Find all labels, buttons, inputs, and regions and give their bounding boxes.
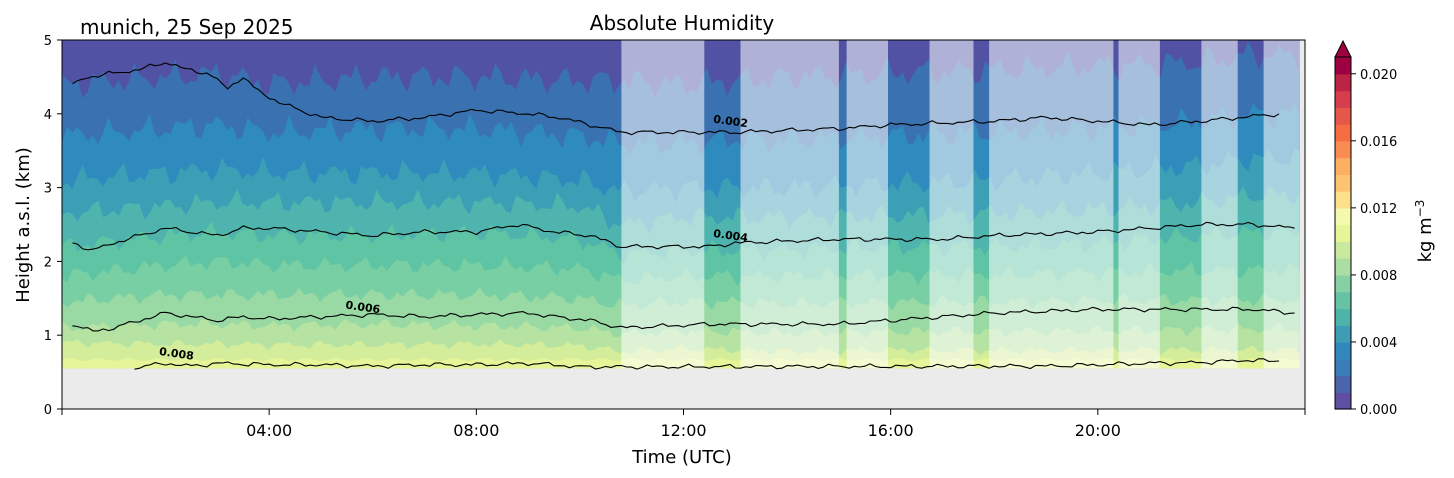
colorbar-segment-1 — [1335, 375, 1351, 393]
x-tick-label-12:00: 12:00 — [660, 421, 706, 440]
colorbar-segment-3 — [1335, 342, 1351, 360]
colorbar-segment-19 — [1335, 73, 1351, 92]
colorbar-segment-5 — [1335, 308, 1351, 326]
colorbar-tick-label-0.020: 0.020 — [1360, 68, 1397, 83]
colorbar-frame — [1334, 56, 1352, 410]
contour-label-0.004: 0.004 — [712, 227, 749, 245]
y-tick-label-5: 5 — [44, 34, 52, 49]
masked-period-4 — [989, 40, 1114, 369]
contour-label-0.008: 0.008 — [158, 345, 194, 363]
colorbar-segment-14 — [1335, 157, 1351, 175]
colorbar-segment-2 — [1335, 358, 1351, 377]
colorbar-segment-4 — [1335, 325, 1351, 343]
y-tick-label-3: 3 — [44, 182, 52, 197]
colorbar-segment-7 — [1335, 274, 1351, 293]
contour-lines: 0.002 0.004 0.006 0.008 — [72, 62, 1295, 370]
contour-line-0.008 — [134, 358, 1280, 370]
colorbar-tick-label-0.004: 0.004 — [1360, 336, 1397, 351]
colorbar-tick-label-0.008: 0.008 — [1360, 269, 1397, 284]
colorbar-segment-12 — [1335, 191, 1351, 209]
colorbar-segment-16 — [1335, 124, 1351, 142]
x-tick-label-08:00: 08:00 — [453, 421, 499, 440]
colorbar-segment-6 — [1335, 291, 1351, 310]
y-tick-label-1: 1 — [44, 329, 52, 344]
y-tick-label-4: 4 — [44, 108, 52, 123]
colorbar-tick-label-0.012: 0.012 — [1360, 202, 1397, 217]
y-axis-label: Height a.s.l. (km) — [13, 147, 34, 303]
y-axis: 0 1 2 3 4 5 — [44, 34, 62, 418]
colorbar-segment-9 — [1335, 241, 1351, 259]
masked-period-0 — [621, 40, 705, 369]
masked-period-7 — [1263, 40, 1300, 369]
masked-period-1 — [740, 40, 839, 369]
contour-line-0.004 — [72, 221, 1295, 251]
colorbar-segment-15 — [1335, 140, 1351, 159]
x-tick-label-04:00: 04:00 — [246, 421, 292, 440]
masked-period-2 — [846, 40, 888, 369]
colorbar-segment-20 — [1335, 57, 1351, 75]
masked-period-5 — [1118, 40, 1160, 369]
x-axis: 04:00 08:00 12:00 16:00 20:00 — [61, 409, 1306, 440]
location-date-label: munich, 25 Sep 2025 — [80, 15, 294, 39]
colorbar-label-base: kg m — [1415, 217, 1436, 262]
y-tick-label-2: 2 — [44, 255, 52, 270]
contour-label-0.002: 0.002 — [712, 113, 748, 131]
masked-period-3 — [929, 40, 974, 369]
colorbar-label: kg m−3 — [1413, 200, 1436, 263]
chart-title: Absolute Humidity — [590, 11, 775, 35]
x-tick-label-20:00: 20:00 — [1075, 421, 1121, 440]
x-tick-label-16:00: 16:00 — [868, 421, 914, 440]
masked-period-6 — [1201, 40, 1238, 369]
colorbar-segment-0 — [1335, 392, 1351, 410]
colorbar-segment-18 — [1335, 90, 1351, 108]
colorbar-segment-17 — [1335, 107, 1351, 125]
x-axis-label: Time (UTC) — [631, 447, 732, 468]
contour-label-0.006: 0.006 — [345, 299, 382, 317]
colorbar-segment-10 — [1335, 224, 1351, 242]
y-tick-label-0: 0 — [44, 403, 52, 418]
colorbar-tick-label-0.016: 0.016 — [1360, 135, 1397, 150]
colorbar-label-exponent: −3 — [1413, 200, 1427, 218]
colorbar-tick-label-0.000: 0.000 — [1360, 403, 1397, 418]
contour-line-0.006 — [72, 306, 1295, 332]
colorbar-segment-13 — [1335, 174, 1351, 192]
colorbar-segment-8 — [1335, 258, 1351, 276]
plot-area: 0.002 0.004 0.006 0.008 — [61, 39, 1306, 410]
colorbar: 0.000 0.004 0.008 0.012 0.016 0.020 — [1334, 39, 1397, 418]
contour-line-0.002 — [72, 62, 1280, 136]
masked-periods — [621, 40, 1300, 369]
colorbar-segment-11 — [1335, 207, 1351, 226]
